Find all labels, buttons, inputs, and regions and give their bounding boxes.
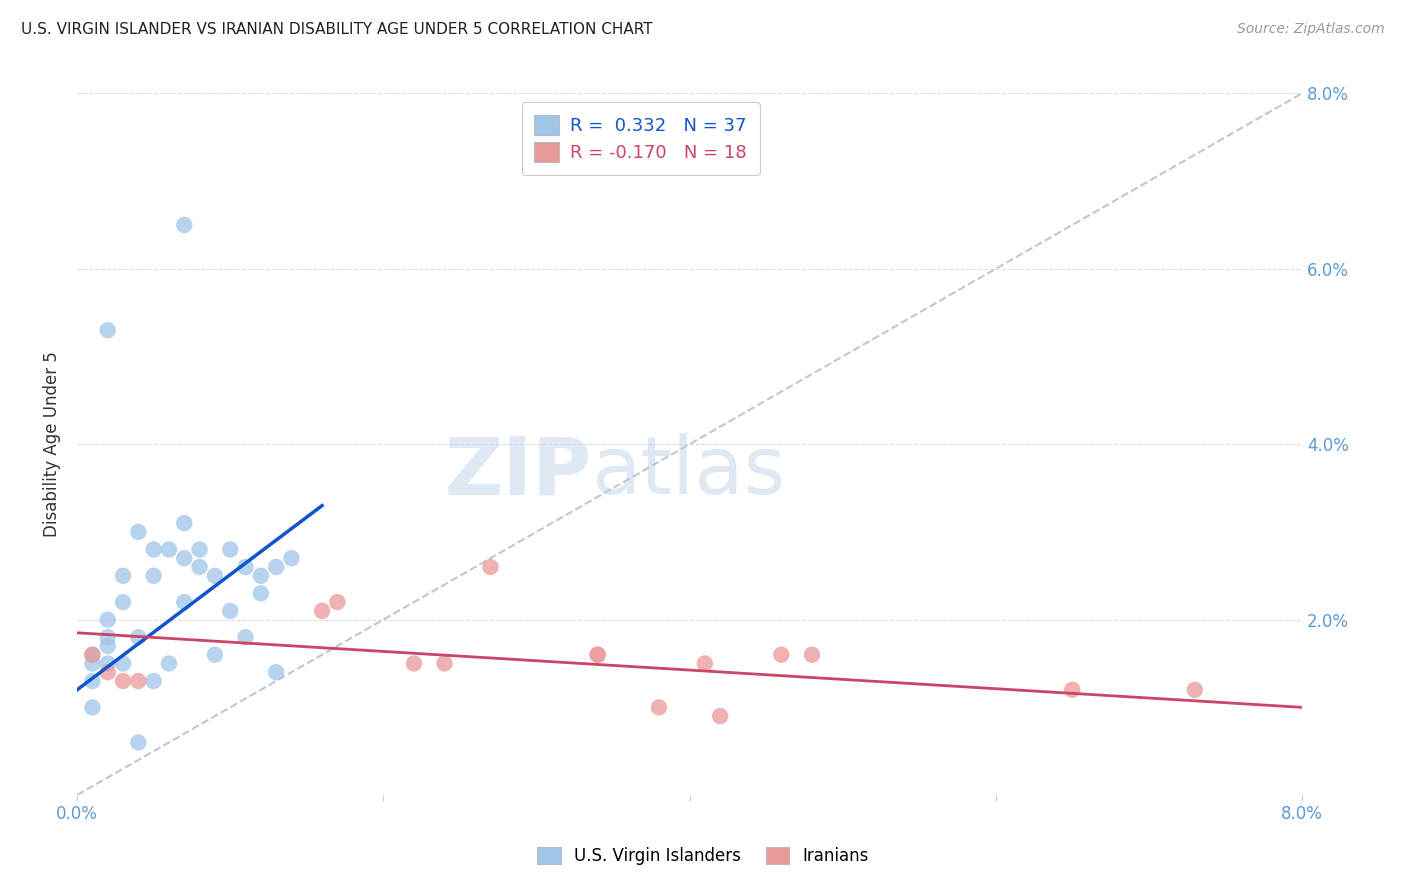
Point: [97, 657, 120, 671]
Point: [235, 560, 257, 574]
Point: [173, 551, 195, 566]
Point: [326, 595, 349, 609]
Point: [709, 709, 731, 723]
Point: [127, 630, 149, 644]
Y-axis label: Disability Age Under 5: Disability Age Under 5: [44, 351, 60, 537]
Point: [173, 218, 195, 232]
Point: [586, 648, 609, 662]
Text: Source: ZipAtlas.com: Source: ZipAtlas.com: [1237, 22, 1385, 37]
Point: [82, 673, 104, 688]
Point: [219, 542, 242, 557]
Point: [82, 700, 104, 714]
Point: [111, 673, 134, 688]
Point: [127, 524, 149, 539]
Text: ZIP: ZIP: [444, 434, 592, 511]
Point: [142, 542, 165, 557]
Point: [82, 657, 104, 671]
Point: [111, 568, 134, 582]
Point: [801, 648, 824, 662]
Point: [173, 516, 195, 530]
Point: [219, 604, 242, 618]
Legend: R =  0.332   N = 37, R = -0.170   N = 18: R = 0.332 N = 37, R = -0.170 N = 18: [522, 103, 759, 175]
Point: [82, 648, 104, 662]
Point: [127, 673, 149, 688]
Point: [1062, 682, 1084, 697]
Point: [770, 648, 793, 662]
Legend: U.S. Virgin Islanders, Iranians: U.S. Virgin Islanders, Iranians: [527, 837, 879, 875]
Point: [586, 648, 609, 662]
Point: [250, 586, 273, 600]
Point: [264, 560, 287, 574]
Point: [127, 735, 149, 749]
Point: [235, 630, 257, 644]
Text: atlas: atlas: [592, 434, 786, 511]
Point: [157, 657, 180, 671]
Point: [142, 568, 165, 582]
Point: [402, 657, 425, 671]
Point: [250, 568, 273, 582]
Point: [693, 657, 716, 671]
Text: U.S. VIRGIN ISLANDER VS IRANIAN DISABILITY AGE UNDER 5 CORRELATION CHART: U.S. VIRGIN ISLANDER VS IRANIAN DISABILI…: [21, 22, 652, 37]
Point: [648, 700, 671, 714]
Point: [204, 648, 226, 662]
Point: [97, 639, 120, 653]
Point: [188, 560, 211, 574]
Point: [479, 560, 502, 574]
Point: [97, 630, 120, 644]
Point: [97, 323, 120, 337]
Point: [111, 595, 134, 609]
Point: [264, 665, 287, 680]
Point: [173, 595, 195, 609]
Point: [188, 542, 211, 557]
Point: [204, 568, 226, 582]
Point: [97, 613, 120, 627]
Point: [82, 648, 104, 662]
Point: [1184, 682, 1206, 697]
Point: [111, 657, 134, 671]
Point: [157, 542, 180, 557]
Point: [97, 665, 120, 680]
Point: [280, 551, 302, 566]
Point: [433, 657, 456, 671]
Point: [311, 604, 333, 618]
Point: [142, 673, 165, 688]
